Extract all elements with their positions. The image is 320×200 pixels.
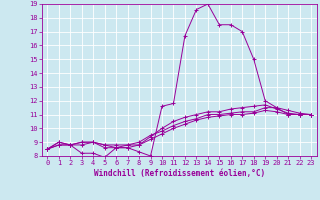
X-axis label: Windchill (Refroidissement éolien,°C): Windchill (Refroidissement éolien,°C) (94, 169, 265, 178)
